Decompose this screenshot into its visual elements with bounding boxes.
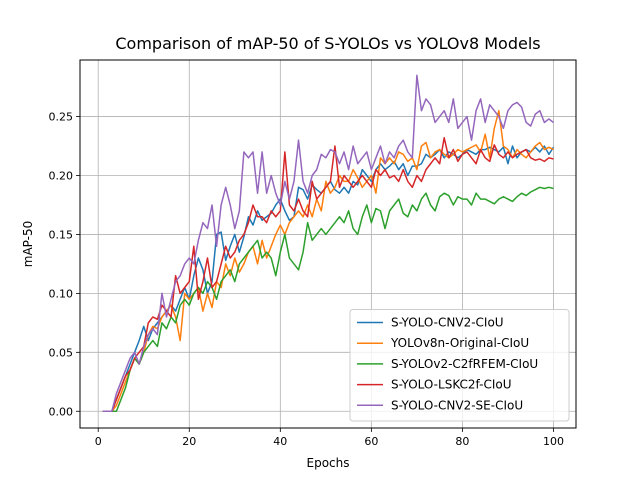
series-lines [102,74,555,413]
y-tick-label: 0.10 [49,287,74,300]
series-line-2 [102,109,554,413]
y-tick-label: 0.15 [49,228,74,241]
x-tick-label: 0 [95,435,102,448]
y-axis-label: mAP-50 [21,221,35,267]
x-tick-label: 60 [364,435,378,448]
series-line-4 [102,137,554,413]
x-tick-label: 80 [455,435,469,448]
y-axis: 0.00 0.05 0.10 0.15 0.20 0.25 [49,111,80,418]
y-tick-label: 0.05 [49,346,74,359]
x-tick-label: 20 [182,435,196,448]
chart-title: Comparison of mAP-50 of S-YOLOs vs YOLOv… [115,34,540,53]
plot-frame [79,59,577,429]
x-axis: 0 20 40 60 80 100 [95,428,564,448]
x-tick-label: 40 [273,435,287,448]
legend-label: S-YOLO-CNV2-CIoU [391,316,504,330]
legend-label: YOLOv8n-Original-CIoU [390,336,529,350]
y-tick-label: 0.20 [49,170,74,183]
legend-label: S-YOLOv2-C2fRFEM-CIoU [391,357,538,371]
x-axis-label: Epochs [307,456,350,470]
legend: S-YOLO-CNV2-CIoU YOLOv8n-Original-CIoU S-Y… [349,309,570,422]
legend-box [349,309,570,422]
series-line-5 [102,74,554,413]
legend-label: S-YOLO-LSKC2f-CIoU [391,378,511,392]
y-tick-label: 0.25 [49,111,74,124]
legend-label: S-YOLO-CNV2-SE-CIoU [391,398,523,412]
x-tick-label: 100 [543,435,564,448]
series-line-3 [102,186,554,413]
y-tick-label: 0.00 [49,405,74,418]
